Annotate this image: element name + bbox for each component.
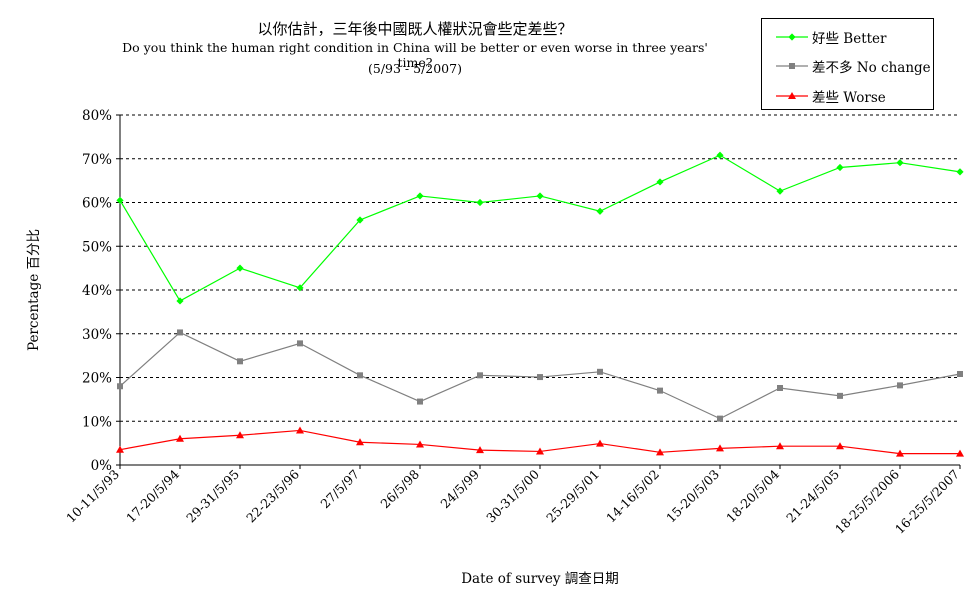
data-point-series-1: [897, 382, 903, 389]
legend-marker-worse: [776, 92, 808, 99]
x-tick-label: 22-23/5/96: [243, 466, 302, 525]
data-point-series-0: [176, 297, 184, 305]
data-point-series-2: [956, 449, 964, 457]
x-tick-label: 18-20/5/04: [723, 466, 782, 525]
x-tick-label: 25-29/5/01: [543, 467, 602, 526]
x-tick-label: 26/5/98: [377, 466, 422, 511]
data-point-series-2: [536, 447, 544, 455]
data-point-series-2: [116, 445, 124, 453]
data-point-series-2: [416, 440, 424, 448]
legend-marker-shape: [788, 92, 796, 99]
data-point-series-1: [537, 374, 543, 381]
data-point-series-1: [717, 415, 723, 422]
data-point-series-2: [836, 442, 844, 450]
legend-label-worse: 差些 Worse: [812, 90, 886, 106]
y-tick-label: 80%: [82, 108, 112, 124]
y-tick-label: 20%: [82, 371, 112, 387]
data-point-series-0: [116, 196, 124, 204]
chart-subtitle-english: Do you think the human right condition i…: [122, 40, 708, 70]
data-point-series-1: [597, 368, 603, 375]
chart-period: (5/93 - 5/2007): [368, 61, 462, 76]
legend-item-worse: 差些 Worse: [774, 86, 886, 106]
data-point-series-2: [776, 442, 784, 450]
chart-title-chinese: 以你估計，三年後中國既人權狀況會些定差些？: [257, 20, 573, 38]
x-tick-label: 17-20/5/94: [123, 466, 182, 525]
y-tick-label: 0%: [91, 458, 113, 474]
data-point-series-0: [656, 178, 664, 186]
x-tick-label: 21-24/5/05: [783, 467, 842, 526]
data-point-series-1: [837, 392, 843, 399]
data-point-series-1: [117, 383, 123, 390]
data-point-series-0: [596, 207, 604, 215]
data-point-series-0: [836, 163, 844, 172]
x-tick-label: 15-20/5/03: [663, 466, 722, 525]
legend-marker-shape: [788, 33, 796, 41]
legend-marker-better: [776, 33, 808, 41]
chart-legend: 好些 Better 差不多 No change 差些 Worse: [761, 18, 934, 110]
x-tick-label: 29-31/5/95: [183, 467, 242, 526]
x-tick-label: 14-16/5/02: [603, 467, 662, 526]
data-point-series-1: [357, 372, 363, 379]
y-tick-label: 10%: [82, 414, 112, 430]
legend-marker-no-change: [776, 63, 808, 69]
y-axis-label: Percentage 百分比: [26, 228, 42, 352]
y-tick-label: 30%: [82, 327, 112, 343]
data-point-series-0: [716, 151, 724, 159]
data-point-series-2: [356, 438, 364, 446]
x-tick-label: 27/5/97: [317, 466, 362, 511]
data-point-series-2: [296, 426, 304, 434]
data-point-series-0: [416, 192, 424, 200]
y-tick-label: 50%: [82, 239, 112, 255]
series-line-0: [119, 154, 961, 302]
x-axis-label: Date of survey 調查日期: [461, 571, 619, 587]
data-point-series-2: [176, 434, 184, 442]
x-tick-label: 30-31/5/00: [483, 466, 542, 525]
data-point-series-1: [957, 371, 963, 377]
y-tick-label: 70%: [82, 152, 112, 168]
data-point-series-0: [776, 187, 784, 195]
data-point-series-2: [476, 446, 484, 454]
y-tick-label: 60%: [82, 196, 112, 212]
data-point-series-0: [356, 216, 364, 224]
data-point-series-0: [896, 159, 904, 167]
data-point-series-1: [417, 398, 423, 405]
data-point-series-1: [777, 385, 783, 391]
x-tick-label: 10-11/5/93: [63, 466, 122, 525]
data-point-series-0: [536, 192, 544, 200]
y-tick-label: 40%: [82, 283, 112, 299]
data-point-series-0: [956, 168, 964, 176]
x-tick-label: 16-25/5/2007: [892, 466, 962, 536]
legend-item-no-change: 差不多 No change: [774, 56, 931, 76]
data-point-series-2: [236, 431, 244, 439]
legend-marker-shape: [789, 63, 795, 69]
data-point-series-0: [476, 198, 484, 207]
legend-item-better: 好些 Better: [774, 27, 887, 47]
data-point-series-1: [237, 358, 243, 365]
data-point-series-1: [297, 340, 303, 347]
data-point-series-1: [657, 387, 663, 394]
data-point-series-2: [596, 439, 604, 447]
data-point-series-0: [236, 264, 244, 272]
data-point-series-0: [296, 284, 304, 292]
data-point-series-1: [177, 329, 183, 336]
legend-label-better: 好些 Better: [812, 31, 887, 47]
data-point-series-1: [477, 372, 483, 379]
data-point-series-2: [716, 444, 724, 452]
legend-label-no-change: 差不多 No change: [812, 60, 931, 76]
x-tick-label: 24/5/99: [437, 466, 482, 511]
data-point-series-2: [896, 449, 904, 457]
data-point-series-2: [656, 448, 664, 456]
